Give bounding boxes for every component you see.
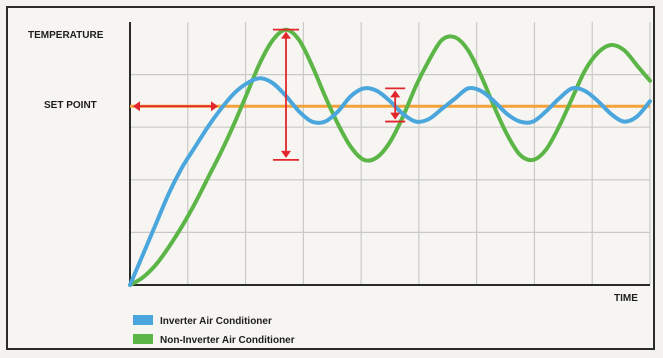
arrow-head	[211, 101, 218, 112]
arrow-head	[390, 90, 401, 98]
series-line-inverter	[128, 76, 652, 287]
arrow-head	[390, 112, 401, 120]
legend-label-inverter: Inverter Air Conditioner	[160, 316, 272, 327]
chart-frame	[6, 6, 655, 350]
amplitude-markers	[133, 28, 406, 161]
grid	[130, 22, 651, 286]
legend-swatch-inverter	[133, 315, 153, 325]
arrow-head	[281, 31, 291, 39]
series-layer	[128, 27, 652, 287]
legend-swatch-non-inverter	[133, 334, 153, 344]
series-line-non-inverter	[128, 27, 652, 287]
x-axis-label: TIME	[614, 293, 638, 304]
set-point-label: SET POINT	[44, 100, 97, 111]
legend-label-non-inverter: Non-Inverter Air Conditioner	[160, 335, 295, 346]
legend: Inverter Air Conditioner Non-Inverter Ai…	[133, 315, 295, 346]
y-axis-label: TEMPERATURE	[28, 30, 104, 41]
arrow-head	[133, 101, 140, 112]
arrow-head	[281, 150, 291, 158]
